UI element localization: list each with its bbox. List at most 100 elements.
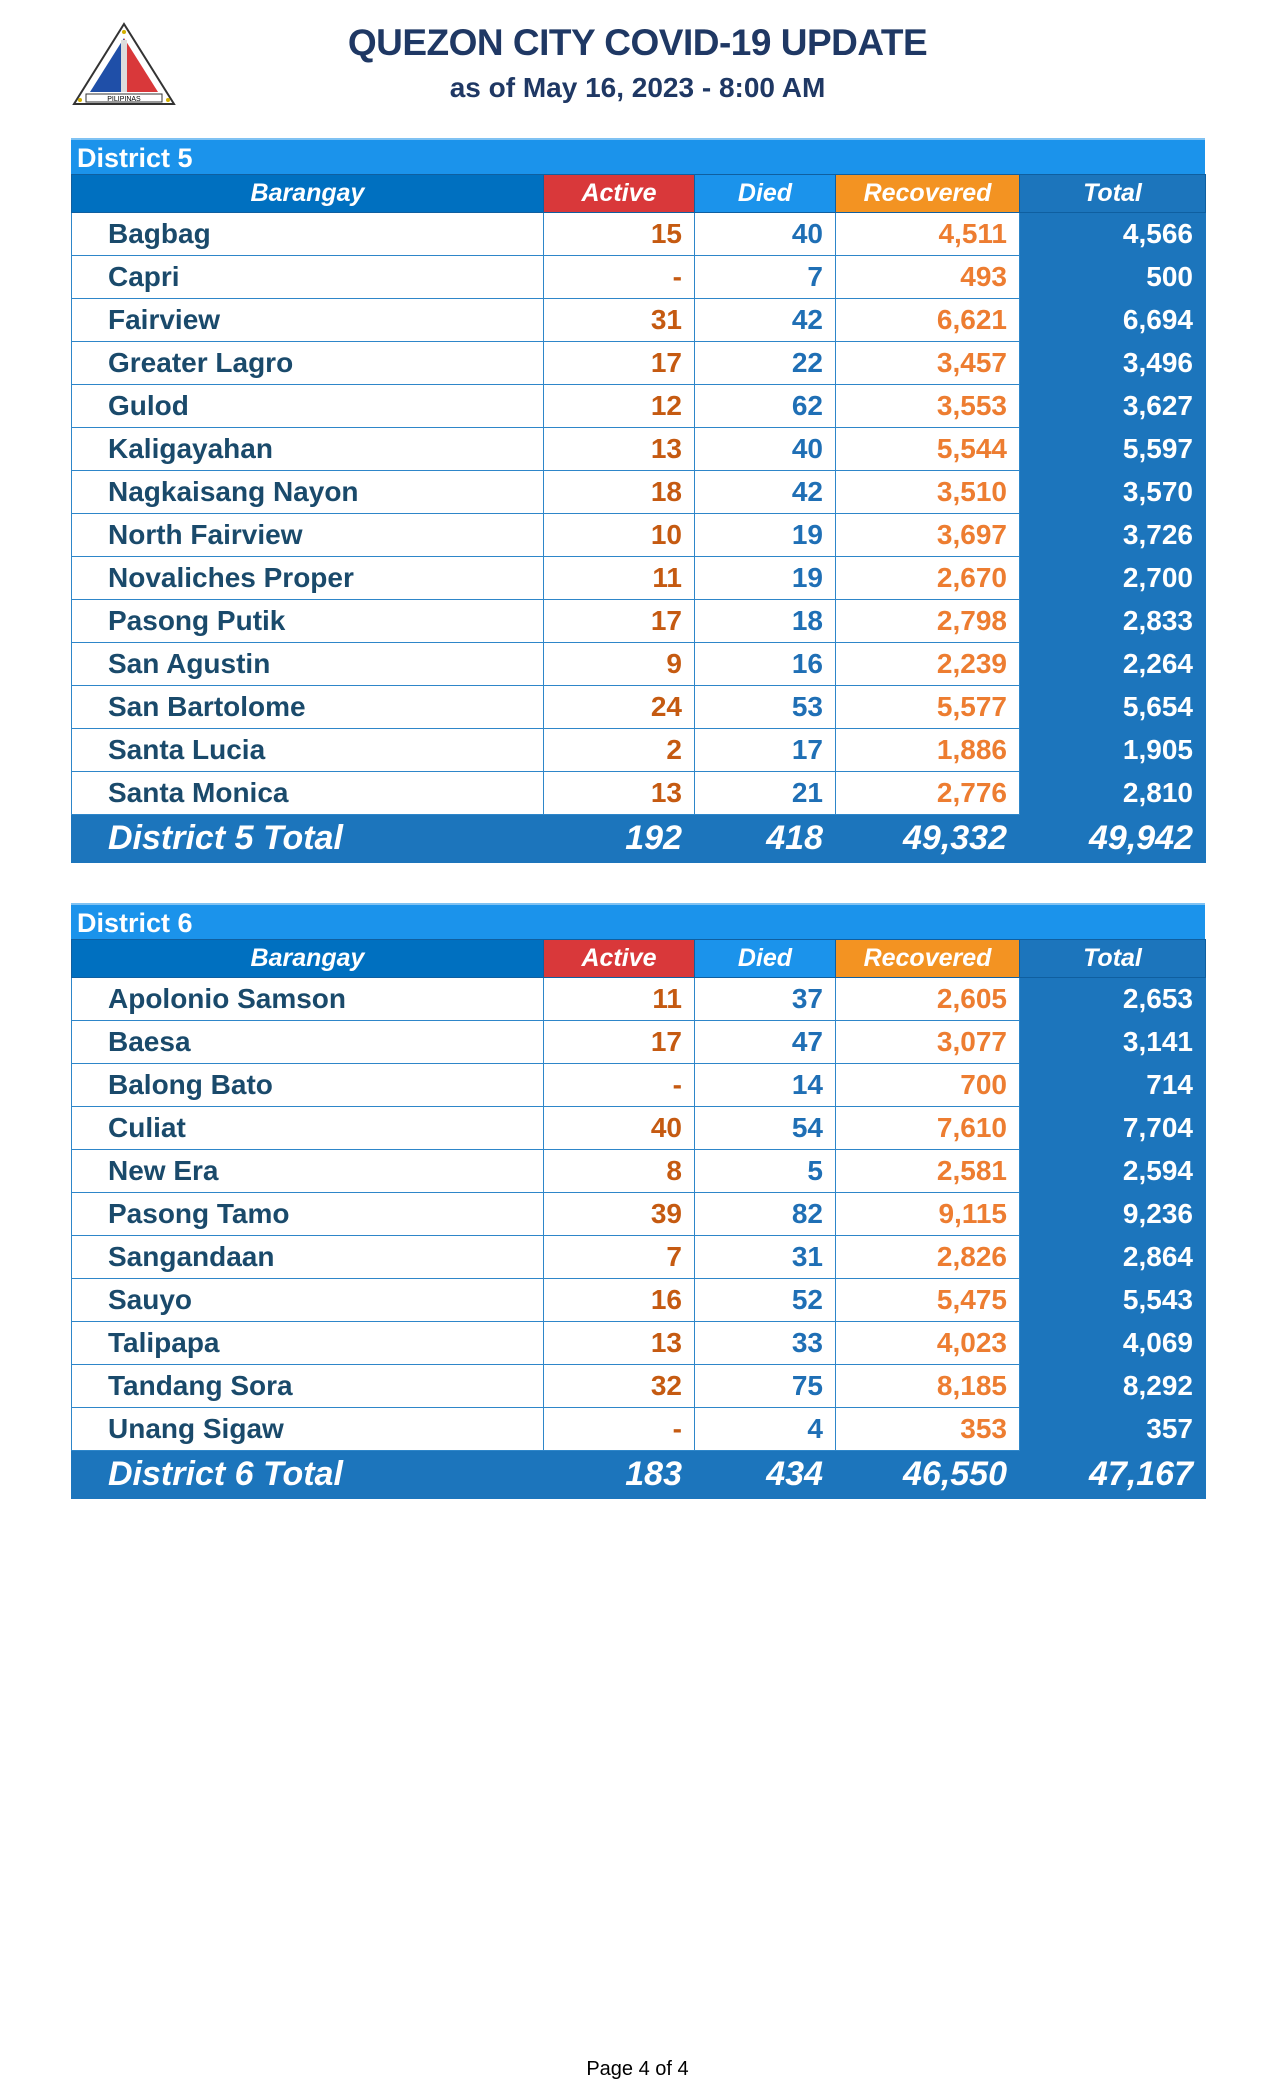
cell-barangay: New Era — [71, 1149, 544, 1193]
cell-active: 11 — [543, 556, 695, 600]
cell-total: 7,704 — [1019, 1106, 1206, 1150]
cell-active: 17 — [543, 599, 695, 643]
cell-total: 8,292 — [1019, 1364, 1206, 1408]
cell-died: 40 — [694, 427, 836, 471]
table-row: Tandang Sora 32 75 8,185 8,292 — [71, 1364, 1206, 1408]
table-row: Pasong Putik 17 18 2,798 2,833 — [71, 599, 1206, 643]
cell-recovered: 5,544 — [835, 427, 1020, 471]
cell-recovered: 493 — [835, 255, 1020, 299]
cell-active: 12 — [543, 384, 695, 428]
cell-active: 31 — [543, 298, 695, 342]
cell-active: 39 — [543, 1192, 695, 1236]
cell-recovered: 2,581 — [835, 1149, 1020, 1193]
cell-total: 500 — [1019, 255, 1206, 299]
table-row: Greater Lagro 17 22 3,457 3,496 — [71, 341, 1206, 385]
cell-active: 24 — [543, 685, 695, 729]
cell-total: 2,653 — [1019, 977, 1206, 1021]
cell-died: 54 — [694, 1106, 836, 1150]
cell-recovered: 3,077 — [835, 1020, 1020, 1064]
district-total-row: District 5 Total 192 418 49,332 49,942 — [71, 814, 1206, 863]
cell-barangay: North Fairview — [71, 513, 544, 557]
cell-active: 10 — [543, 513, 695, 557]
cell-total: 2,264 — [1019, 642, 1206, 686]
cell-died: 40 — [694, 212, 836, 256]
column-header-total: Total — [1019, 939, 1206, 978]
cell-died: 4 — [694, 1407, 836, 1451]
cell-barangay: Sangandaan — [71, 1235, 544, 1279]
cell-recovered: 9,115 — [835, 1192, 1020, 1236]
cell-total: 2,833 — [1019, 599, 1206, 643]
column-header-recovered: Recovered — [835, 174, 1020, 213]
cell-recovered: 2,776 — [835, 771, 1020, 815]
cell-active: 16 — [543, 1278, 695, 1322]
cell-recovered: 7,610 — [835, 1106, 1020, 1150]
cell-total: 3,570 — [1019, 470, 1206, 514]
cell-died: 53 — [694, 685, 836, 729]
column-header-active: Active — [543, 939, 695, 978]
cell-died: 5 — [694, 1149, 836, 1193]
column-header-died: Died — [694, 939, 836, 978]
cell-total: 3,726 — [1019, 513, 1206, 557]
cell-barangay: Fairview — [71, 298, 544, 342]
district-heading: District 5 — [71, 138, 1205, 174]
cell-barangay: Kaligayahan — [71, 427, 544, 471]
cell-total: 2,700 — [1019, 556, 1206, 600]
cell-active: 18 — [543, 470, 695, 514]
cell-total: 3,627 — [1019, 384, 1206, 428]
cell-recovered: 4,511 — [835, 212, 1020, 256]
cell-active: 17 — [543, 341, 695, 385]
cell-barangay: San Bartolome — [71, 685, 544, 729]
cell-active: - — [543, 1407, 695, 1451]
cell-recovered: 700 — [835, 1063, 1020, 1107]
cell-active: 13 — [543, 771, 695, 815]
cell-recovered: 2,605 — [835, 977, 1020, 1021]
cell-barangay: Gulod — [71, 384, 544, 428]
table-row: Culiat 40 54 7,610 7,704 — [71, 1106, 1206, 1150]
cell-active: 32 — [543, 1364, 695, 1408]
cell-died: 52 — [694, 1278, 836, 1322]
column-header-recovered: Recovered — [835, 939, 1020, 978]
cell-died: 33 — [694, 1321, 836, 1365]
total-recovered: 46,550 — [835, 1450, 1020, 1499]
cell-active: 40 — [543, 1106, 695, 1150]
cell-barangay: Talipapa — [71, 1321, 544, 1365]
table-row: Bagbag 15 40 4,511 4,566 — [71, 212, 1206, 256]
table-row: Kaligayahan 13 40 5,544 5,597 — [71, 427, 1206, 471]
district-table: Barangay Active Died Recovered Total Bagbag 15… — [71, 174, 1206, 863]
table-row: New Era 8 5 2,581 2,594 — [71, 1149, 1206, 1193]
cell-barangay: Sauyo — [71, 1278, 544, 1322]
table-row: Santa Lucia 2 17 1,886 1,905 — [71, 728, 1206, 772]
district-total-row: District 6 Total 183 434 46,550 47,167 — [71, 1450, 1206, 1499]
page-number: Page 4 of 4 — [586, 2058, 689, 2080]
cell-died: 37 — [694, 977, 836, 1021]
cell-total: 2,810 — [1019, 771, 1206, 815]
cell-recovered: 2,826 — [835, 1235, 1020, 1279]
table-row: Sangandaan 7 31 2,826 2,864 — [71, 1235, 1206, 1279]
cell-barangay: Pasong Putik — [71, 599, 544, 643]
cell-died: 14 — [694, 1063, 836, 1107]
cell-recovered: 5,475 — [835, 1278, 1020, 1322]
cell-barangay: Capri — [71, 255, 544, 299]
table-row: San Bartolome 24 53 5,577 5,654 — [71, 685, 1206, 729]
cell-recovered: 3,697 — [835, 513, 1020, 557]
cell-died: 18 — [694, 599, 836, 643]
cell-recovered: 5,577 — [835, 685, 1020, 729]
cell-active: 17 — [543, 1020, 695, 1064]
table-row: Talipapa 13 33 4,023 4,069 — [71, 1321, 1206, 1365]
table-row: Balong Bato -14 700 714 — [71, 1063, 1206, 1107]
cell-barangay: Unang Sigaw — [71, 1407, 544, 1451]
cell-died: 47 — [694, 1020, 836, 1064]
total-label: District 5 Total — [71, 814, 544, 863]
cell-barangay: Pasong Tamo — [71, 1192, 544, 1236]
cell-barangay: Nagkaisang Nayon — [71, 470, 544, 514]
cell-total: 9,236 — [1019, 1192, 1206, 1236]
svg-text:PILIPINAS: PILIPINAS — [107, 96, 141, 103]
cell-barangay: Baesa — [71, 1020, 544, 1064]
cell-died: 7 — [694, 255, 836, 299]
cell-recovered: 6,621 — [835, 298, 1020, 342]
cell-barangay: Balong Bato — [71, 1063, 544, 1107]
cell-active: - — [543, 255, 695, 299]
table-row: North Fairview 10 19 3,697 3,726 — [71, 513, 1206, 557]
cell-died: 19 — [694, 513, 836, 557]
